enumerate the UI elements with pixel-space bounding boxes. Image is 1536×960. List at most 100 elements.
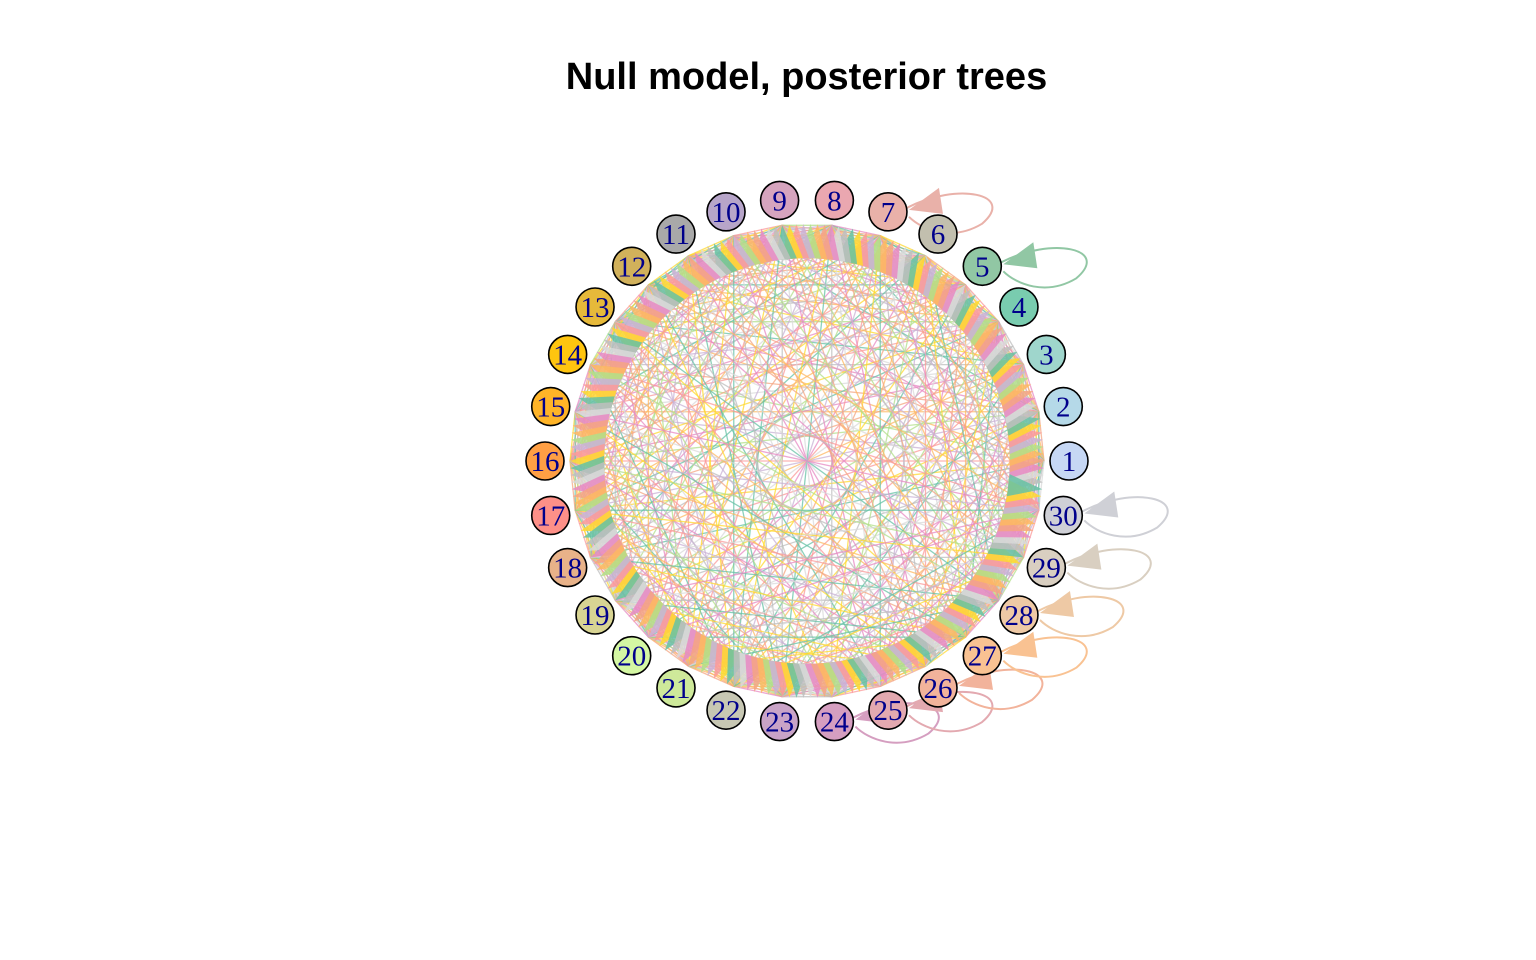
edge-27-28: [965, 599, 1000, 638]
edge-layer: [569, 224, 1045, 698]
edge-16-28: [569, 460, 999, 601]
plot-title: Null model, posterior trees: [565, 56, 1048, 98]
edge-4-25: [879, 321, 1000, 687]
edge-16-27: [569, 460, 966, 638]
edge-15-24: [574, 411, 833, 698]
node-circle: [1026, 334, 1067, 375]
node-circle: [547, 547, 588, 588]
edge-14-15: [574, 364, 592, 412]
self-loop-arrowhead-29: [1067, 543, 1102, 570]
node-24: 24: [814, 701, 855, 742]
node-label: 8: [827, 185, 842, 217]
node-label: 10: [712, 197, 741, 229]
edge-15-23: [574, 411, 783, 698]
node-4: 4: [999, 287, 1039, 327]
edge-3-20: [648, 364, 1024, 638]
edge-6-7: [879, 235, 926, 257]
node-circle: [962, 635, 1003, 676]
node-label: 28: [1004, 600, 1033, 632]
edge-1-10: [733, 235, 1045, 462]
node-label: 18: [553, 553, 582, 585]
node-circle: [1026, 547, 1067, 588]
node-11: 11: [656, 214, 696, 254]
node-circle: [759, 180, 800, 221]
edge-15-27: [574, 411, 966, 638]
edge-6-27: [924, 255, 967, 638]
edge-20-29: [648, 556, 1024, 638]
node-27: 27: [962, 635, 1003, 676]
node-label: 7: [881, 197, 896, 229]
node-label: 12: [617, 251, 646, 283]
edge-5-22: [733, 284, 967, 687]
node-26: 26: [918, 668, 958, 708]
node-circle: [1043, 495, 1084, 536]
edge-25-26: [879, 665, 926, 687]
node-label: 3: [1039, 339, 1054, 371]
edge-29-30: [1022, 510, 1040, 558]
node-label: 14: [553, 339, 583, 371]
edge-13-22: [614, 321, 735, 687]
edge-14-27: [590, 364, 966, 638]
edge-1-18: [590, 460, 1045, 559]
edge-4-17: [574, 321, 1000, 511]
edge-12-29: [648, 284, 1024, 558]
self-loop-26: [956, 668, 1044, 710]
edge-7-28: [879, 235, 1000, 601]
node-30: 30: [1043, 495, 1084, 536]
edge-14-23: [589, 364, 783, 698]
edge-19-29: [615, 556, 1024, 601]
self-loop-arrowhead-30: [1084, 491, 1119, 518]
edge-10-11: [688, 235, 735, 257]
node-label: 27: [968, 641, 997, 673]
edge-7-8: [831, 224, 881, 237]
edge-15-26: [574, 411, 926, 667]
edge-11-30: [688, 255, 1040, 511]
node-circle: [999, 287, 1039, 327]
edge-14-22: [589, 364, 735, 687]
edge-19-20: [614, 599, 649, 638]
edge-9-10: [733, 224, 783, 237]
self-loop-arrowhead-28: [1039, 590, 1074, 617]
edge-11-20: [647, 255, 690, 638]
edge-7-16: [569, 235, 881, 462]
edge-16-30: [569, 460, 1039, 511]
node-28: 28: [999, 595, 1039, 635]
edge-19-27: [615, 599, 966, 638]
edge-11-28: [688, 255, 1000, 601]
edge-20-28: [648, 599, 999, 638]
node-label: 22: [712, 695, 741, 727]
node-label: 26: [924, 673, 953, 705]
edge-8-28: [831, 225, 1000, 601]
node-label: 16: [531, 446, 560, 478]
edge-6-19: [614, 255, 926, 601]
edge-16-24: [569, 460, 833, 698]
node-8: 8: [814, 180, 855, 221]
node-22: 22: [706, 690, 746, 730]
node-label: 29: [1032, 553, 1061, 585]
edge-14-25: [590, 364, 881, 687]
edge-5-6: [925, 255, 966, 286]
edge-8-21: [687, 225, 833, 667]
edge-11-23: [687, 255, 783, 697]
edge-13-30: [614, 321, 1040, 511]
edge-2-11: [688, 255, 1040, 413]
edge-18-26: [590, 556, 926, 667]
edge-15-28: [574, 411, 1000, 601]
node-circle: [759, 701, 800, 742]
node-circle: [814, 180, 855, 221]
node-label: 19: [581, 600, 610, 632]
edge-10-23: [733, 235, 783, 697]
edge-17-26: [574, 509, 926, 667]
node-circle: [868, 192, 908, 232]
edge-7-29: [879, 235, 1025, 558]
edge-17-25: [574, 509, 881, 687]
node-23: 23: [759, 701, 800, 742]
edge-20-21: [648, 636, 689, 667]
node-17: 17: [530, 495, 571, 536]
edge-5-18: [590, 284, 966, 558]
edge-26-27: [925, 636, 966, 667]
node-1: 1: [1049, 441, 1089, 481]
edge-1-30: [1038, 460, 1045, 511]
edge-11-29: [688, 255, 1024, 558]
edge-1-14: [590, 363, 1045, 462]
